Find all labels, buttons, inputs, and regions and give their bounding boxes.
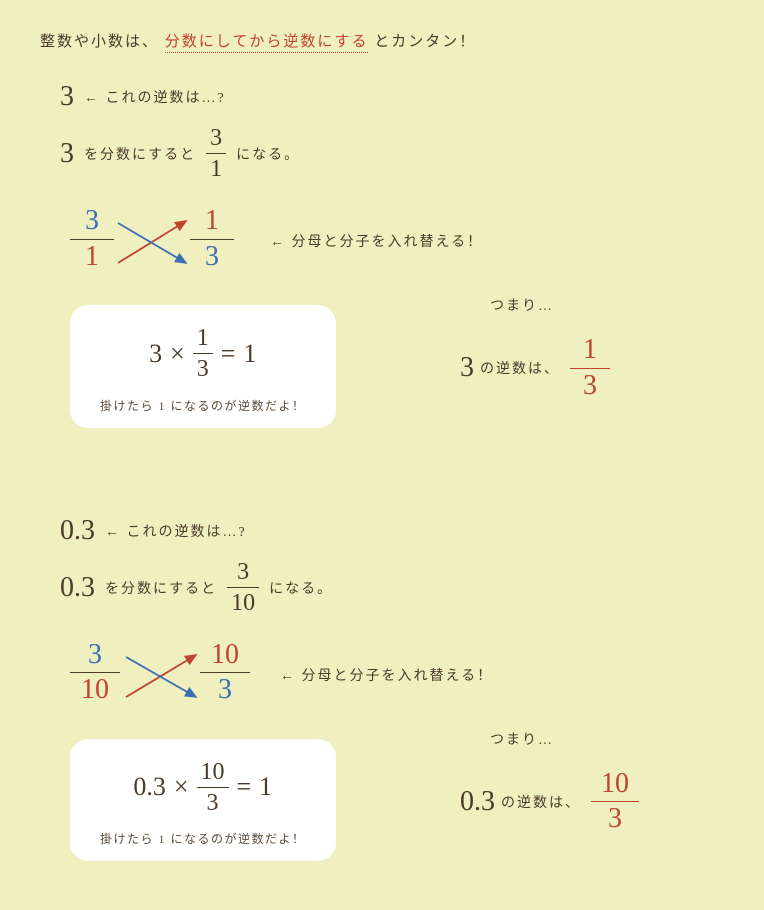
- s1-post: になる。: [236, 144, 300, 164]
- s1-to-fraction: 3 を分数にすると 3 1 になる。: [60, 125, 764, 183]
- eq-right: 1: [259, 772, 272, 802]
- eq-left: 0.3: [133, 772, 166, 802]
- frac-den: 3: [579, 369, 601, 402]
- tsumari-label: つまり…: [490, 295, 610, 315]
- eq-equals: =: [221, 339, 236, 369]
- s1-result-line: 3 の逆数は、 1 3: [460, 335, 610, 402]
- s2-swap-row: 3 10 10 3: [60, 635, 764, 715]
- s2-result-box: 0.3 × 10 3 = 1 掛けたら 1 になるのが逆数だよ！: [70, 739, 336, 862]
- s1-swap-row: 3 1 1 3: [60, 201, 764, 281]
- s1-pre: を分数にすると: [84, 144, 196, 164]
- frac-num: 3: [233, 559, 253, 587]
- res-frac: 1 3: [570, 335, 610, 402]
- frac-num: 10: [597, 769, 633, 802]
- s2-num-again: 0.3: [60, 572, 95, 604]
- s2-frac-3-10: 3 10: [227, 559, 259, 617]
- s2-pre: を分数にすると: [105, 578, 217, 598]
- s1-swap-label: ← 分母と分子を入れ替える！: [270, 231, 483, 251]
- section-1: 3 ← これの逆数は…? 3 を分数にすると 3 1 になる。 3 1 1 3: [60, 81, 764, 445]
- frac-den: 3: [604, 802, 626, 835]
- s2-result-line: 0.3 の逆数は、 10 3: [460, 769, 639, 836]
- frac-num: 1: [193, 325, 213, 353]
- frac-num: 1: [579, 335, 601, 368]
- eq-right: 1: [243, 339, 256, 369]
- s1-box-caption: 掛けたら 1 になるのが逆数だよ！: [100, 397, 306, 414]
- s2-q-arrow: ← これの逆数は…?: [105, 521, 247, 541]
- s1-q-arrow: ← これの逆数は…?: [84, 87, 226, 107]
- frac-den: 1: [206, 154, 226, 182]
- s1-start-num: 3: [60, 81, 74, 113]
- s1-result-box: 3 × 1 3 = 1 掛けたら 1 になるのが逆数だよ！: [70, 305, 336, 428]
- s1-equation: 3 × 1 3 = 1: [100, 325, 306, 383]
- s2-swap: 3 10 10 3: [60, 635, 270, 715]
- eq-op: ×: [170, 339, 185, 369]
- frac-num: 3: [206, 125, 226, 153]
- s2-equation: 0.3 × 10 3 = 1: [100, 759, 306, 817]
- s1-tsumari: つまり… 3 の逆数は、 1 3: [460, 295, 610, 402]
- s2-tsumari: つまり… 0.3 の逆数は、 10 3: [460, 729, 639, 836]
- header-highlight: 分数にしてから逆数にする: [165, 34, 369, 53]
- header-post: とカンタン！: [374, 34, 476, 50]
- res-frac: 10 3: [591, 769, 639, 836]
- s1-frac-3-1: 3 1: [206, 125, 226, 183]
- s2-post: になる。: [269, 578, 333, 598]
- s2-start-num: 0.3: [60, 515, 95, 547]
- frac-den: 10: [227, 588, 259, 616]
- s2-box-caption: 掛けたら 1 になるのが逆数だよ！: [100, 830, 306, 847]
- res-text: の逆数は、: [501, 792, 581, 812]
- eq-equals: =: [237, 772, 252, 802]
- frac-den: 3: [193, 354, 213, 382]
- s2-to-fraction: 0.3 を分数にすると 3 10 になる。: [60, 559, 764, 617]
- eq-frac: 10 3: [197, 759, 229, 817]
- eq-left: 3: [149, 339, 162, 369]
- s2-swap-label: ← 分母と分子を入れ替える！: [280, 665, 493, 685]
- res-num: 0.3: [460, 786, 495, 818]
- swap-arrows-icon: [60, 635, 270, 715]
- eq-op: ×: [174, 772, 189, 802]
- header-pre: 整数や小数は、: [40, 34, 159, 50]
- s1-num-again: 3: [60, 138, 74, 170]
- s2-question: 0.3 ← これの逆数は…?: [60, 515, 764, 547]
- s1-swap: 3 1 1 3: [60, 201, 250, 281]
- swap-arrows-icon: [60, 201, 250, 281]
- tsumari-label: つまり…: [490, 729, 639, 749]
- frac-num: 10: [197, 759, 229, 787]
- section-2: 0.3 ← これの逆数は…? 0.3 を分数にすると 3 10 になる。 3 1…: [60, 515, 764, 879]
- s1-question: 3 ← これの逆数は…?: [60, 81, 764, 113]
- res-text: の逆数は、: [480, 358, 560, 378]
- frac-den: 3: [203, 788, 223, 816]
- res-num: 3: [460, 352, 474, 384]
- header-line: 整数や小数は、 分数にしてから逆数にする とカンタン！: [40, 30, 764, 51]
- eq-frac: 1 3: [193, 325, 213, 383]
